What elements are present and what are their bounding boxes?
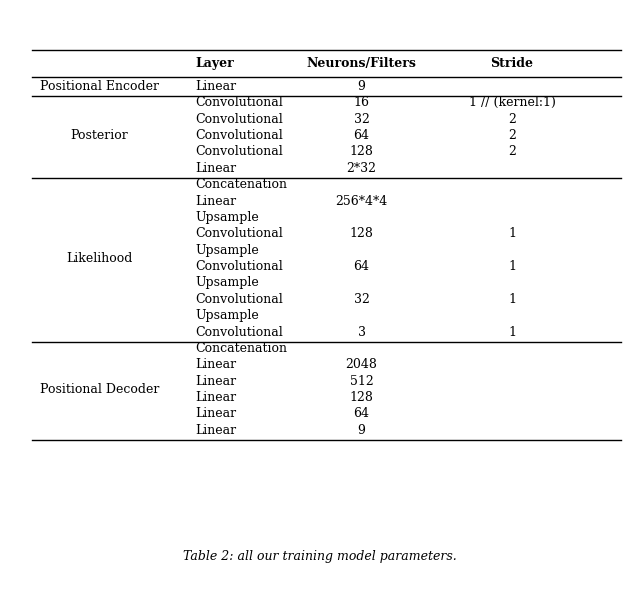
Text: Convolutional: Convolutional [195,260,283,273]
Text: 16: 16 [353,96,370,110]
Text: 128: 128 [349,145,374,158]
Text: Layer: Layer [195,57,234,70]
Text: Convolutional: Convolutional [195,293,283,306]
Text: Stride: Stride [490,57,534,70]
Text: Upsample: Upsample [195,276,259,289]
Text: 1: 1 [508,293,516,306]
Text: 512: 512 [349,375,374,388]
Text: 64: 64 [353,408,370,421]
Text: 2*32: 2*32 [347,162,376,175]
Text: 1: 1 [508,260,516,273]
Text: 64: 64 [353,260,370,273]
Text: Upsample: Upsample [195,309,259,322]
Text: 9: 9 [358,423,365,437]
Text: Linear: Linear [195,391,236,404]
Text: Posterior: Posterior [70,129,128,142]
Text: Positional Decoder: Positional Decoder [40,383,159,396]
Text: Linear: Linear [195,375,236,388]
Text: 128: 128 [349,391,374,404]
Text: 32: 32 [354,112,369,125]
Text: 2048: 2048 [346,358,378,371]
Text: 32: 32 [354,293,369,306]
Text: Convolutional: Convolutional [195,129,283,142]
Text: 1 // (kernel:1): 1 // (kernel:1) [468,96,556,110]
Text: Linear: Linear [195,358,236,371]
Text: 256*4*4: 256*4*4 [335,194,388,207]
Text: 2: 2 [508,112,516,125]
Text: Convolutional: Convolutional [195,96,283,110]
Text: Positional Encoder: Positional Encoder [40,80,159,93]
Text: Convolutional: Convolutional [195,112,283,125]
Text: 64: 64 [353,129,370,142]
Text: Convolutional: Convolutional [195,227,283,240]
Text: 3: 3 [358,326,365,339]
Text: Convolutional: Convolutional [195,326,283,339]
Text: 2: 2 [508,129,516,142]
Text: Linear: Linear [195,423,236,437]
Text: Linear: Linear [195,408,236,421]
Text: 128: 128 [349,227,374,240]
Text: Table 2: all our training model parameters.: Table 2: all our training model paramete… [183,550,457,563]
Text: 9: 9 [358,80,365,93]
Text: Convolutional: Convolutional [195,145,283,158]
Text: Likelihood: Likelihood [66,252,132,265]
Text: Upsample: Upsample [195,244,259,257]
Text: 1: 1 [508,227,516,240]
Text: Upsample: Upsample [195,211,259,224]
Text: Concatenation: Concatenation [195,178,287,191]
Text: Linear: Linear [195,194,236,207]
Text: Linear: Linear [195,80,236,93]
Text: Neurons/Filters: Neurons/Filters [307,57,417,70]
Text: Concatenation: Concatenation [195,342,287,355]
Text: 2: 2 [508,145,516,158]
Text: 1: 1 [508,326,516,339]
Text: Linear: Linear [195,162,236,175]
